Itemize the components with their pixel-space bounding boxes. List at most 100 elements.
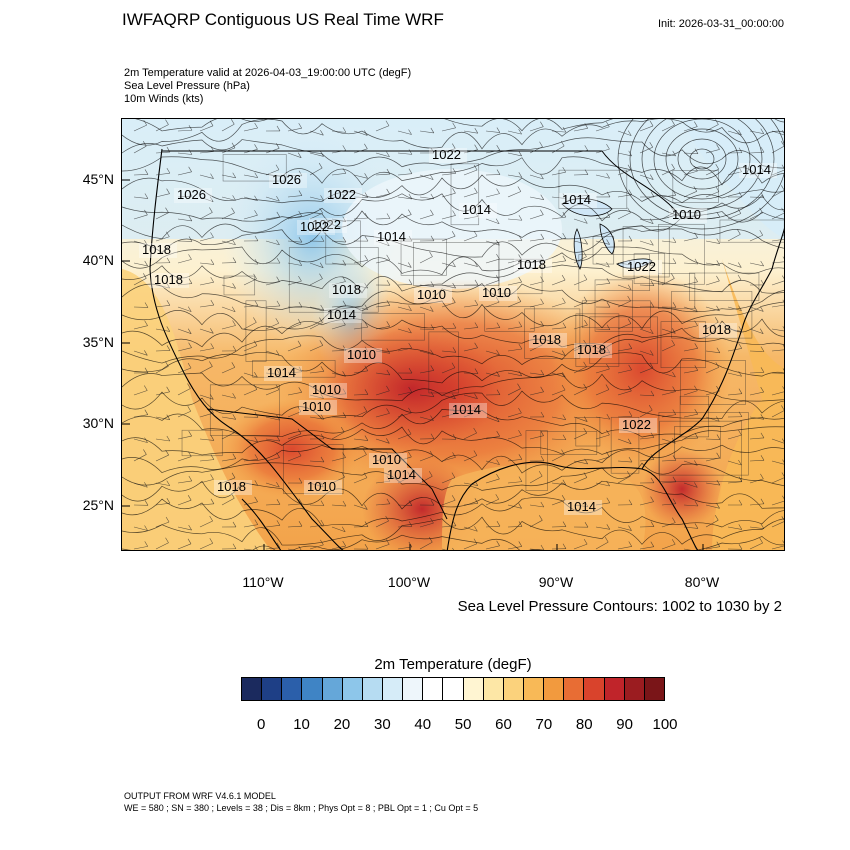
wind-barb-flag [606,302,611,308]
wind-barb-staff [353,454,367,462]
wind-barb-flag [694,546,698,550]
wind-barb-staff [221,432,235,440]
wind-barb-flag [254,545,258,550]
wind-barb-flag [561,449,565,455]
wind-barb-staff [375,390,390,396]
pacific-ocean [122,269,271,550]
wind-barb-flag [606,143,610,150]
wind-barb-staff [265,350,280,356]
wind-barb-flag [386,213,391,219]
lake-erie [616,258,653,269]
pressure-label-box [214,480,252,495]
pressure-label: 1010 [482,285,511,300]
wind-barb-staff [595,240,610,245]
state-border [658,412,749,476]
pressure-label-box [739,163,777,178]
wind-barb-flag [628,343,633,349]
pressure-label: 1014 [267,365,296,380]
canada-border [162,150,683,220]
wind-barb-flag [166,480,171,486]
wind-barb-staff [155,284,170,289]
pressure-label: 1026 [177,187,206,202]
wind-barb-staff [705,367,719,374]
wind-barb-flag [562,434,567,440]
wind-barb-flag [474,299,479,306]
wind-barb-flag [166,345,171,351]
wind-barb-staff [617,169,632,176]
wind-barb-staff [331,281,346,286]
colorbar-swatch [382,678,404,700]
colorbar-swatch [624,678,645,700]
wind-barb-flag [518,430,522,436]
wind-barb-flag [518,370,522,376]
wind-barb-staff [375,125,390,132]
wind-barb-flag [474,368,479,374]
wind-barb-flag [518,172,523,178]
wind-barb-staff [749,542,763,550]
wind-barb-staff [595,126,610,132]
isobar [122,408,784,438]
wind-barb-flag [716,541,721,547]
wind-barb-flag [693,186,698,192]
wind-barb-flag [606,173,610,179]
wind-barb-flag [408,149,413,155]
wind-barb-flag [605,384,610,390]
state-border [428,331,459,394]
wind-barb-flag [452,434,457,440]
wind-barb-staff [375,413,390,418]
wind-barb-flag [342,388,347,394]
wind-barb-flag [606,524,611,530]
wind-barb-staff [485,460,500,465]
wind-barb-staff [551,260,566,264]
isobar [122,534,784,550]
wind-barb-staff [287,262,302,266]
great-lakes [561,198,653,270]
wind-barb-staff [133,414,148,418]
state-border [672,170,719,203]
wind-barb-flag [496,473,500,480]
wind-barb-staff [573,240,588,245]
wind-barb-staff [419,214,434,220]
lake-superior [561,198,613,217]
wind-barb-flag [165,537,169,543]
wind-barb-staff [485,327,500,330]
wind-barb-staff [265,148,280,154]
wind-barb-staff [551,196,566,199]
wind-barb-staff [683,548,692,550]
wind-barb-flag [166,326,171,332]
wind-barb-flag [408,367,413,374]
wind-barb-staff [529,391,544,396]
wind-barb-flag [232,239,236,245]
wind-barb-flag [716,479,721,486]
wind-barb-staff [485,218,500,225]
wind-barb-staff [221,174,236,179]
wind-barb-flag [716,144,720,150]
wind-barb-staff [529,548,544,550]
wind-barb-staff [265,322,279,330]
wind-barb-staff [683,262,698,265]
wind-barb-flag [738,371,742,377]
wind-barb-staff [243,305,258,308]
wind-barb-flag [166,386,170,392]
wind-barb-flag [166,498,171,504]
wind-barb-flag [341,471,345,478]
wind-barb-flag [254,436,258,443]
wind-barb-staff [639,218,654,224]
wind-barb-flag [694,385,698,391]
wind-barb-flag [584,218,588,224]
wind-barb-flag [606,121,610,127]
wind-barb-staff [595,389,610,396]
wind-barb-flag [496,540,500,546]
wind-barb-staff [265,240,280,246]
wind-barb-staff [705,149,720,154]
wind-barb-flag [473,406,478,413]
wind-barb-staff [265,372,280,375]
wind-barb-flag [430,349,434,355]
wind-barb-staff [683,460,698,466]
wind-barb-staff [199,348,214,352]
wind-barb-flag [210,407,214,414]
wind-barb-staff [771,410,784,418]
wind-barb-flag [451,231,456,237]
wind-barb-staff [287,455,302,462]
wind-barb-flag [627,164,632,170]
